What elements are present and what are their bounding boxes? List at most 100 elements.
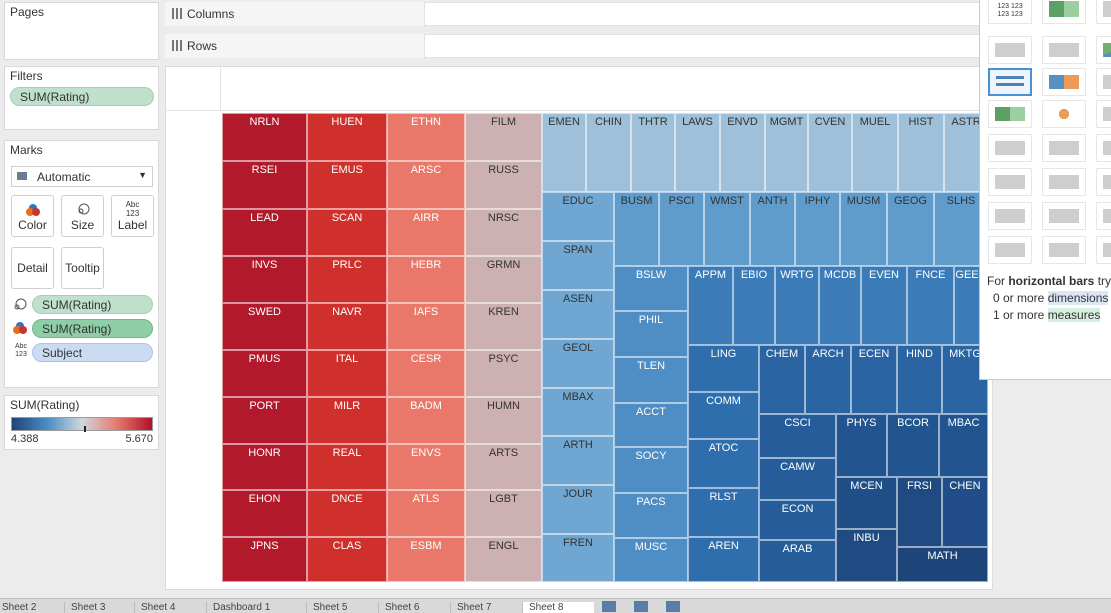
heat-map-icon[interactable] bbox=[1096, 0, 1111, 24]
treemap-cell-tlen[interactable]: TLEN bbox=[614, 357, 688, 403]
treemap-icon[interactable] bbox=[988, 100, 1032, 128]
pages-card[interactable]: Pages bbox=[4, 2, 159, 60]
size-button[interactable]: Size bbox=[61, 195, 104, 237]
treemap-cell-geol[interactable]: GEOL bbox=[542, 339, 614, 388]
treemap-cell-atoc[interactable]: ATOC bbox=[688, 439, 759, 488]
treemap-cell-emen[interactable]: EMEN bbox=[542, 113, 586, 192]
label-button[interactable]: Abc 123 Label bbox=[111, 195, 154, 237]
treemap-cell-math[interactable]: MATH bbox=[897, 547, 988, 582]
treemap-cell-busm[interactable]: BUSM bbox=[614, 192, 659, 266]
treemap-cell-jour[interactable]: JOUR bbox=[542, 485, 614, 534]
mark-type-select[interactable]: Automatic ▼ bbox=[11, 166, 153, 187]
tooltip-button[interactable]: Tooltip bbox=[61, 247, 104, 289]
treemap-cell-mgmt[interactable]: MGMT bbox=[765, 113, 808, 192]
dual-lines-icon[interactable] bbox=[1096, 134, 1111, 162]
filled-map-icon[interactable] bbox=[1042, 36, 1086, 64]
treemap-cell-psyc[interactable]: PSYC bbox=[465, 350, 542, 397]
sheet-tab[interactable]: Sheet 7 bbox=[450, 602, 522, 613]
rows-shelf[interactable]: Rows bbox=[165, 34, 980, 58]
treemap-cell-chem[interactable]: CHEM bbox=[759, 345, 805, 414]
treemap-cell-span[interactable]: SPAN bbox=[542, 241, 614, 290]
treemap-cell-lead[interactable]: LEAD bbox=[222, 209, 307, 256]
treemap-cell-chin[interactable]: CHIN bbox=[586, 113, 631, 192]
scatter-plot-icon[interactable] bbox=[988, 202, 1032, 230]
new-dashboard-icon[interactable] bbox=[634, 601, 648, 612]
treemap-cell-laws[interactable]: LAWS bbox=[675, 113, 720, 192]
treemap-cell-cesr[interactable]: CESR bbox=[387, 350, 465, 397]
treemap-cell-musm[interactable]: MUSM bbox=[840, 192, 887, 266]
treemap-cell-fnce[interactable]: FNCE bbox=[907, 266, 954, 345]
treemap-cell-comm[interactable]: COMM bbox=[688, 392, 759, 439]
treemap-cell-geog[interactable]: GEOG bbox=[887, 192, 934, 266]
color-button[interactable]: Color bbox=[11, 195, 54, 237]
treemap-cell-jpns[interactable]: JPNS bbox=[222, 537, 307, 582]
treemap-cell-dnce[interactable]: DNCE bbox=[307, 490, 387, 537]
treemap-cell-anth[interactable]: ANTH bbox=[750, 192, 795, 266]
marks-pill-size[interactable]: SUM(Rating) bbox=[32, 295, 153, 314]
treemap-cell-kren[interactable]: KREN bbox=[465, 303, 542, 350]
treemap-cell-nrln[interactable]: NRLN bbox=[222, 113, 307, 161]
legend-gradient[interactable] bbox=[11, 417, 153, 432]
side-by-side-circles-icon[interactable] bbox=[1096, 100, 1111, 128]
treemap-cell-navr[interactable]: NAVR bbox=[307, 303, 387, 350]
treemap-cell-iafs[interactable]: IAFS bbox=[387, 303, 465, 350]
treemap-cell-port[interactable]: PORT bbox=[222, 397, 307, 444]
treemap-cell-pacs[interactable]: PACS bbox=[614, 493, 688, 538]
treemap-cell-rlst[interactable]: RLST bbox=[688, 488, 759, 537]
treemap-cell-badm[interactable]: BADM bbox=[387, 397, 465, 444]
treemap-cell-asen[interactable]: ASEN bbox=[542, 290, 614, 339]
treemap-cell-airr[interactable]: AIRR bbox=[387, 209, 465, 256]
treemap-cell-engl[interactable]: ENGL bbox=[465, 537, 542, 582]
treemap-cell-phys[interactable]: PHYS bbox=[836, 414, 887, 477]
treemap-cell-ecen[interactable]: ECEN bbox=[851, 345, 897, 414]
dual-combination-icon[interactable] bbox=[1096, 168, 1111, 196]
treemap-cell-mcen[interactable]: MCEN bbox=[836, 477, 897, 529]
treemap-cell-envd[interactable]: ENVD bbox=[720, 113, 765, 192]
side-by-side-bars-icon[interactable] bbox=[1096, 68, 1111, 96]
rows-drop-zone[interactable] bbox=[424, 34, 980, 58]
treemap-cell-clas[interactable]: CLAS bbox=[307, 537, 387, 582]
treemap-cell-mbac[interactable]: MBAC bbox=[939, 414, 988, 477]
treemap-cell-arsc[interactable]: ARSC bbox=[387, 161, 465, 209]
treemap-cell-bcor[interactable]: BCOR bbox=[887, 414, 939, 477]
treemap-cell-arth[interactable]: ARTH bbox=[542, 436, 614, 485]
highlight-table-icon[interactable] bbox=[1042, 0, 1086, 24]
detail-button[interactable]: Detail bbox=[11, 247, 54, 289]
new-story-icon[interactable] bbox=[666, 601, 680, 612]
treemap-cell-humn[interactable]: HUMN bbox=[465, 397, 542, 444]
treemap-cell-lgbt[interactable]: LGBT bbox=[465, 490, 542, 537]
treemap-cell-pmus[interactable]: PMUS bbox=[222, 350, 307, 397]
treemap-cell-envs[interactable]: ENVS bbox=[387, 444, 465, 490]
dashboard-tab[interactable]: Dashboard 1 bbox=[206, 602, 306, 613]
treemap-cell-emus[interactable]: EMUS bbox=[307, 161, 387, 209]
treemap-cell-arts[interactable]: ARTS bbox=[465, 444, 542, 490]
treemap-cell-prlc[interactable]: PRLC bbox=[307, 256, 387, 303]
treemap-cell-musc[interactable]: MUSC bbox=[614, 538, 688, 582]
sheet-tab[interactable]: Sheet 2 bbox=[2, 602, 37, 613]
filters-card[interactable]: Filters SUM(Rating) bbox=[4, 66, 159, 130]
columns-shelf[interactable]: Columns bbox=[165, 2, 980, 26]
treemap-cell-ehon[interactable]: EHON bbox=[222, 490, 307, 537]
treemap-cell-chen[interactable]: CHEN bbox=[942, 477, 988, 547]
treemap-cell-atls[interactable]: ATLS bbox=[387, 490, 465, 537]
treemap-cell-scan[interactable]: SCAN bbox=[307, 209, 387, 256]
treemap-cell-rsei[interactable]: RSEI bbox=[222, 161, 307, 209]
filter-pill-sum-rating[interactable]: SUM(Rating) bbox=[10, 87, 154, 106]
packed-bubbles-icon[interactable] bbox=[1096, 236, 1111, 264]
treemap-cell-huen[interactable]: HUEN bbox=[307, 113, 387, 161]
treemap-cell-esbm[interactable]: ESBM bbox=[387, 537, 465, 582]
area-continuous-icon[interactable] bbox=[1042, 168, 1086, 196]
treemap-cell-inbu[interactable]: INBU bbox=[836, 529, 897, 582]
treemap-cell-fren[interactable]: FREN bbox=[542, 534, 614, 582]
lines-discrete-icon[interactable] bbox=[988, 134, 1032, 162]
treemap-cell-csci[interactable]: CSCI bbox=[759, 414, 836, 458]
treemap-cell-real[interactable]: REAL bbox=[307, 444, 387, 490]
marks-pill-color[interactable]: SUM(Rating) bbox=[32, 319, 153, 338]
treemap-cell-cven[interactable]: CVEN bbox=[808, 113, 852, 192]
treemap-cell-ling[interactable]: LING bbox=[688, 345, 759, 392]
treemap-cell-phil[interactable]: PHIL bbox=[614, 311, 688, 357]
treemap-cell-aren[interactable]: AREN bbox=[688, 537, 759, 582]
lines-continuous-icon[interactable] bbox=[1042, 134, 1086, 162]
gantt-icon[interactable] bbox=[988, 236, 1032, 264]
